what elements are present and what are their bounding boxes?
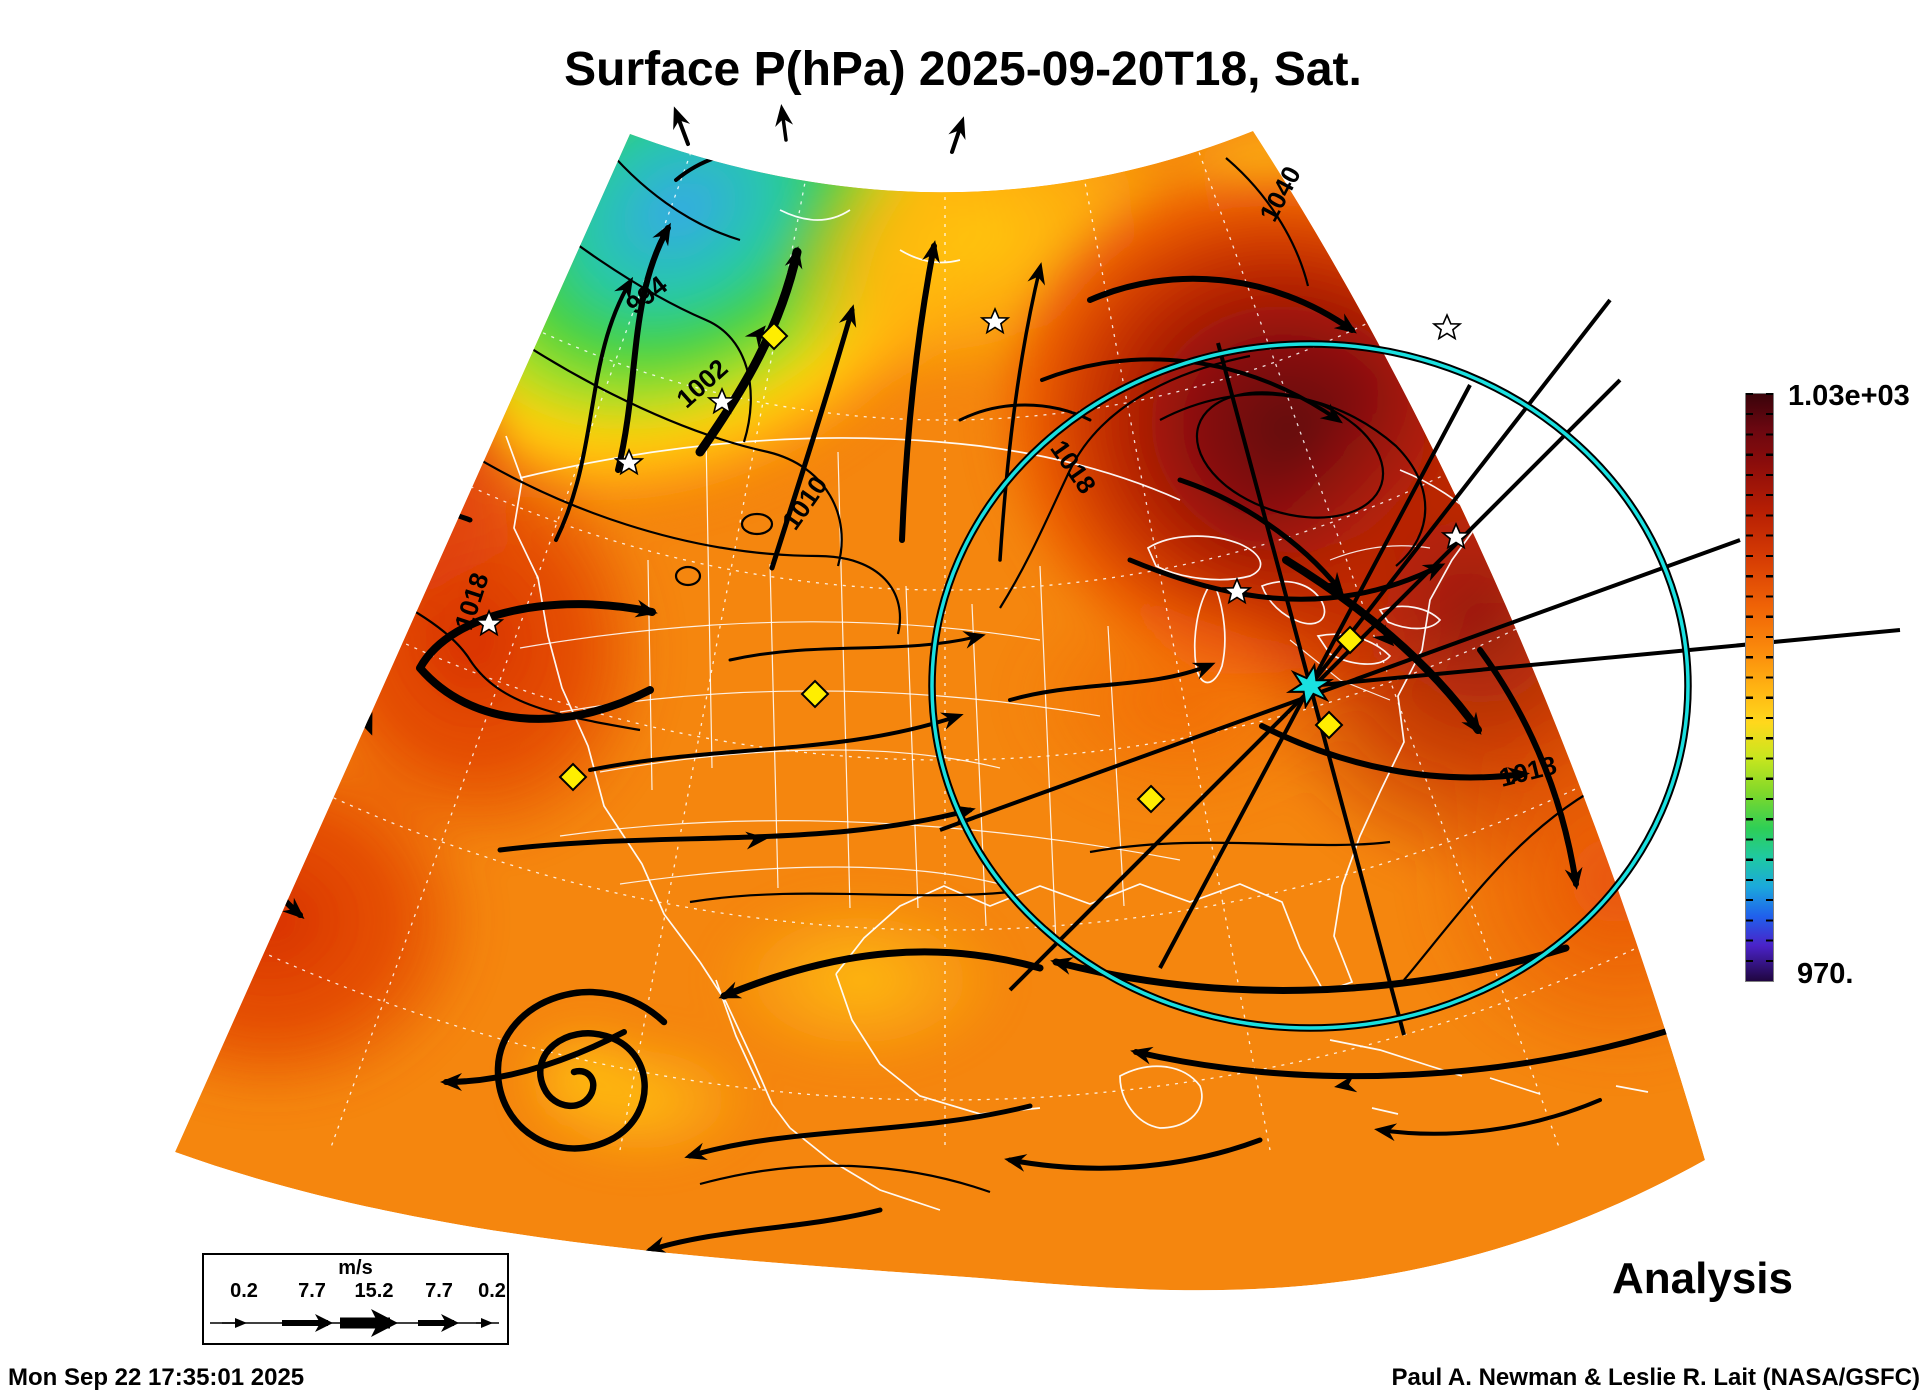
wind-legend-value-4: 7.7: [425, 1280, 453, 1302]
colorbar-max-label: 1.03e+03: [1788, 380, 1910, 412]
wind-legend-value-2: 7.7: [298, 1280, 326, 1302]
streamline-tips: [673, 104, 966, 154]
wind-legend-value-3: 15.2: [354, 1280, 394, 1302]
colorbar-ticks-left: [1746, 393, 1753, 980]
wind-legend-value-5: 0.2: [478, 1280, 506, 1302]
credit-label: Paul A. Newman & Leslie R. Lait (NASA/GS…: [1391, 1364, 1920, 1391]
wind-legend-value-1: 0.2: [230, 1280, 258, 1302]
wind-legend-arrows: [210, 1309, 499, 1337]
wind-legend-units: m/s: [338, 1257, 373, 1279]
station-star-icons: [473, 306, 1472, 637]
cyclone-spiral-streamline: [494, 988, 668, 1152]
pressure-field: [175, 131, 1705, 1291]
site-diamond-icons: [558, 321, 1365, 814]
timestamp-label: Mon Sep 22 17:35:01 2025: [8, 1364, 305, 1391]
site-markers: [473, 306, 1472, 814]
analysis-label: Analysis: [1612, 1254, 1793, 1303]
colorbar-ticks-right: [1766, 393, 1773, 980]
highlight-star-icon: [1285, 662, 1335, 710]
colorbar-min-label: 970.: [1797, 958, 1854, 990]
page-title: Surface P(hPa) 2025-09-20T18, Sat.: [564, 43, 1362, 96]
wind-speed-legend: m/s 0.2 7.7 15.2 7.7 0.2: [202, 1253, 509, 1345]
range-ring: [928, 340, 1692, 1032]
